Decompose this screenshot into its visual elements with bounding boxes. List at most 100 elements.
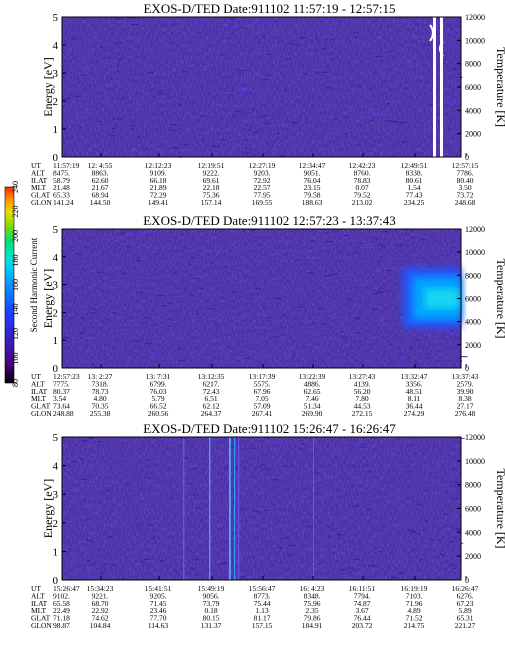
speckle <box>384 120 392 122</box>
speckle <box>272 479 279 481</box>
speckle <box>72 271 79 272</box>
table-cell: 0.07 <box>355 183 368 192</box>
speckle <box>270 48 277 50</box>
table-cell: 214.75 <box>404 621 425 630</box>
speckle <box>353 32 360 34</box>
speckle <box>86 560 91 562</box>
speckle <box>153 464 158 466</box>
table-cell: 71.96 <box>406 599 423 608</box>
speckle <box>348 106 352 108</box>
speckle <box>190 352 194 354</box>
speckle <box>166 320 172 322</box>
table-cell: 67.96 <box>254 387 271 396</box>
speckle <box>190 567 196 569</box>
speckle <box>225 265 228 267</box>
table-cell: 15:56:47 <box>249 584 276 593</box>
y2-tick-label: 6000 <box>465 505 481 514</box>
speckle <box>429 538 435 540</box>
speckle <box>309 37 313 38</box>
speckle <box>427 266 433 268</box>
speckle <box>232 291 237 293</box>
speckle <box>363 503 370 505</box>
table-cell: 62.12 <box>203 402 220 411</box>
speckle <box>147 72 154 74</box>
speckle <box>130 155 134 156</box>
speckle <box>173 23 179 25</box>
table-cell: 203.72 <box>352 621 373 630</box>
speckle <box>217 320 223 322</box>
speckle <box>66 64 69 66</box>
speckle <box>238 93 245 95</box>
stripe <box>238 437 240 580</box>
speckle <box>378 244 384 246</box>
speckle <box>237 522 243 524</box>
speckle <box>409 444 414 446</box>
table-cell: 4.80 <box>93 394 106 403</box>
y2-tick-label: 4000 <box>465 528 481 537</box>
speckle <box>446 31 453 33</box>
orbit-table: UT 15:26:47 15:34:23 15:41:51 15:49:19 15:56:… <box>31 584 479 630</box>
speckle <box>278 504 282 506</box>
speckle <box>417 111 424 113</box>
speckle <box>254 356 261 358</box>
speckle <box>87 567 94 569</box>
speckle <box>74 253 82 255</box>
speckle <box>443 514 448 515</box>
speckle <box>137 151 144 153</box>
speckle <box>460 438 465 439</box>
speckle <box>316 108 323 110</box>
y-tick-label: 5 <box>53 12 59 24</box>
speckle <box>261 35 265 37</box>
y2-tick-label: 6000 <box>465 83 481 92</box>
speckle <box>82 66 90 68</box>
speckle <box>162 486 169 487</box>
speckle <box>110 79 114 81</box>
table-cell: 3.67 <box>355 606 368 615</box>
speckle <box>88 437 95 439</box>
speckle <box>132 289 135 291</box>
table-row-label: GLON <box>31 621 52 630</box>
data-gap <box>429 17 444 157</box>
speckle <box>327 535 331 537</box>
speckle <box>410 531 418 533</box>
table-cell: 77.70 <box>150 614 167 623</box>
speckle <box>424 44 430 46</box>
stripe <box>209 437 211 580</box>
y2-tick-label: 4000 <box>465 318 481 327</box>
speckle <box>70 555 77 557</box>
speckle <box>276 56 280 58</box>
speckle <box>247 52 251 54</box>
speckle <box>338 251 342 252</box>
speckle <box>406 96 409 98</box>
speckle <box>362 454 367 456</box>
speckle <box>137 524 142 526</box>
speckle <box>194 559 199 560</box>
speckle <box>452 17 458 19</box>
speckle <box>89 464 96 466</box>
speckle <box>163 83 168 85</box>
table-cell: 8.38 <box>458 394 471 403</box>
speckle <box>201 352 204 354</box>
speckle <box>415 149 423 151</box>
table-cell: 76.03 <box>150 387 167 396</box>
speckle <box>62 460 70 462</box>
speckle <box>204 466 209 468</box>
speckle <box>79 540 85 542</box>
y2-axis-label: Temperature [K] <box>494 47 505 127</box>
speckle <box>142 148 149 150</box>
table-row-label: ILAT <box>31 599 48 608</box>
table-cell: 5575. <box>254 379 271 388</box>
table-cell: 3.50 <box>458 183 471 192</box>
speckle <box>251 118 259 120</box>
table-cell: 51.34 <box>304 402 321 411</box>
speckle <box>186 452 189 454</box>
speckle <box>375 56 383 58</box>
speckle <box>291 122 298 124</box>
speckle <box>174 570 178 572</box>
speckle <box>107 62 112 64</box>
speckle <box>347 567 354 569</box>
speckle <box>456 357 461 359</box>
speckle <box>346 354 349 355</box>
speckle <box>337 534 344 536</box>
